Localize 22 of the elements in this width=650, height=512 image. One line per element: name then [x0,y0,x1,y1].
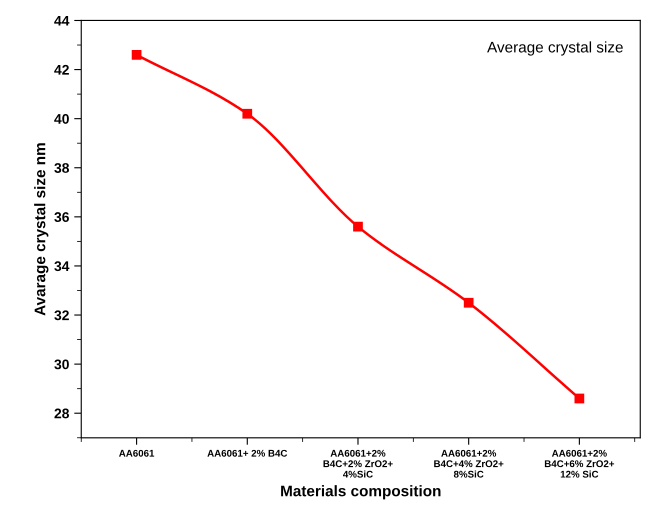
y-tick-label: 32 [54,310,69,320]
x-tick-label: AA6061+2% B4C+6% ZrO2+ 12% SiC [544,450,614,478]
y-tick-label: 38 [54,163,70,173]
y-tick-label: 42 [54,64,69,75]
point [132,50,142,60]
y-tick-label: 30 [54,359,69,370]
x-tick-label: AA6061+2% B4C+2% ZrO2+ 4%SiC [324,450,393,478]
y-tick-label: 40 [54,114,69,124]
x-tick-label: AA6061 [119,450,154,457]
x-tick-label: AA6061+2% B4C+4% ZrO2+ 8%SiC [434,450,504,478]
point [464,298,474,308]
point [353,222,363,232]
point [574,394,584,404]
annotation: Average crystal size [487,41,623,56]
x-tick-label: AA6061+ 2% B4C [207,450,288,457]
y-tick-label: 44 [54,16,70,26]
y-tick-label: 34 [54,261,70,272]
y-tick-label: 28 [54,408,70,418]
y-axis-title: Avarage crystal size nm [34,143,48,316]
x-axis-title: Materials composition [281,485,440,500]
point [242,108,252,119]
y-tick-label: 36 [54,212,69,222]
